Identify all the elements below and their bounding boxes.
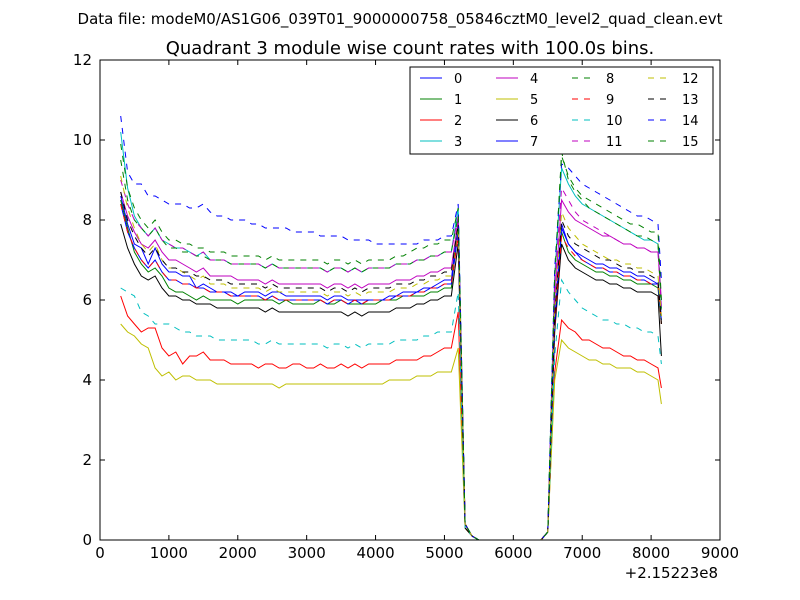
- legend-frame: [409, 66, 714, 155]
- series-line-15: [120, 143, 662, 540]
- legend-label-5: 5: [530, 93, 538, 108]
- legend-label-0: 0: [454, 72, 462, 87]
- x-tick-label: 6000: [494, 544, 532, 562]
- legend-label-10: 10: [606, 114, 623, 129]
- x-tick-label: 3000: [288, 544, 326, 562]
- x-axis: 0 1000 2000 3000 4000 5000 6000 7000 8000 9000: [95, 60, 739, 562]
- series-line-5: [120, 323, 662, 540]
- x-tick-label: 1000: [150, 544, 188, 562]
- x-tick-label: 0: [95, 544, 105, 562]
- legend-label-4: 4: [530, 72, 538, 87]
- legend-label-11: 11: [606, 135, 623, 150]
- series-line-9: [120, 203, 662, 540]
- legend-label-9: 9: [606, 93, 614, 108]
- x-tick-label: 7000: [563, 544, 601, 562]
- series-line-14: [120, 115, 662, 540]
- legend-label-3: 3: [454, 135, 462, 150]
- chart-title: Quadrant 3 module wise count rates with …: [166, 38, 655, 59]
- legend-label-1: 1: [454, 93, 462, 108]
- series-line-6: [120, 223, 662, 540]
- y-tick-label: 0: [82, 531, 92, 549]
- series-line-10: [120, 278, 662, 540]
- legend-label-2: 2: [454, 114, 462, 129]
- y-tick-label: 4: [82, 371, 92, 389]
- series-line-12: [120, 175, 662, 540]
- legend-label-14: 14: [682, 114, 699, 129]
- y-tick-label: 12: [73, 51, 92, 69]
- legend-label-12: 12: [682, 72, 699, 87]
- legend-label-8: 8: [606, 72, 614, 87]
- series-line-7: [120, 203, 662, 540]
- series-line-11: [120, 179, 662, 540]
- series-line-4: [120, 191, 662, 540]
- y-tick-label: 6: [82, 291, 92, 309]
- x-tick-label: 4000: [356, 544, 394, 562]
- legend-label-13: 13: [682, 93, 699, 108]
- series-line-2: [120, 295, 662, 540]
- series-line-1: [120, 199, 662, 540]
- series-layer: [120, 115, 662, 540]
- legend-label-6: 6: [530, 114, 538, 129]
- legend-label-7: 7: [530, 135, 538, 150]
- y-tick-label: 10: [73, 131, 92, 149]
- y-tick-label: 8: [82, 211, 92, 229]
- figure-suptitle: Data file: modeM0/AS1G06_039T01_90000007…: [78, 10, 723, 29]
- x-tick-label: 2000: [219, 544, 257, 562]
- x-axis-offset-label: +2.15223e8: [625, 564, 718, 582]
- legend-label-15: 15: [682, 135, 699, 150]
- x-tick-label: 9000: [701, 544, 739, 562]
- x-tick-label: 5000: [425, 544, 463, 562]
- x-tick-label: 8000: [632, 544, 670, 562]
- y-tick-label: 2: [82, 451, 92, 469]
